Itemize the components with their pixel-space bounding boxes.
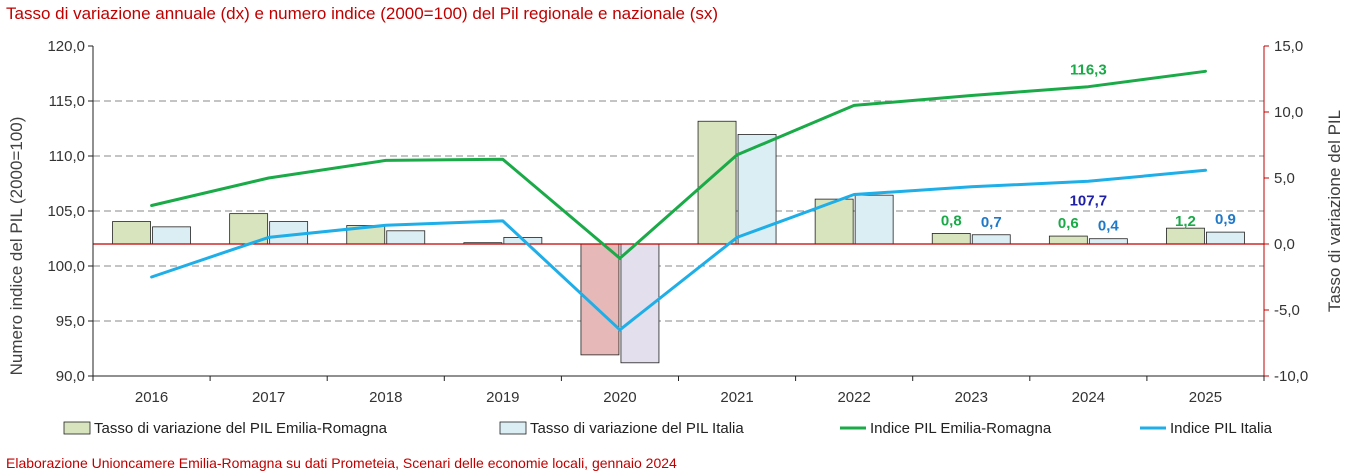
y-right-tick-label: 10,0 [1274, 104, 1303, 121]
x-tick-label: 2022 [837, 389, 870, 406]
x-tick-label: 2024 [1072, 389, 1105, 406]
legend: Tasso di variazione del PIL Emilia-Romag… [63, 420, 1273, 437]
data-label: 0,7 [981, 214, 1002, 231]
y-right-tick-label: 15,0 [1274, 38, 1303, 55]
source-footnote: Elaborazione Unioncamere Emilia-Romagna … [6, 455, 677, 471]
index-lines [150, 69, 1207, 332]
bar-emilia-romagna [112, 221, 151, 245]
bars [112, 120, 1245, 364]
legend-label: Indice PIL Emilia-Romagna [870, 420, 1052, 437]
y-left-tick-label: 105,0 [47, 203, 85, 220]
bar-italia [1088, 238, 1128, 245]
data-label: 0,8 [941, 212, 962, 229]
data-labels: 0,8 0,7 0,6 0,4 1,2 0,9 116,3 107,7 [941, 62, 1236, 235]
bar-emilia-romagna [1048, 235, 1088, 245]
x-tick-label: 2023 [955, 389, 988, 406]
y-left-tick-label: 90,0 [56, 368, 85, 385]
x-tick-label: 2017 [252, 389, 285, 406]
x-tick-label: 2016 [135, 389, 168, 406]
y-right-tick-label: -10,0 [1274, 368, 1308, 385]
legend-label: Indice PIL Italia [1170, 420, 1273, 437]
y-left-tick-label: 115,0 [49, 93, 85, 110]
data-label: 116,3 [1070, 62, 1107, 79]
x-tick-label: 2019 [486, 389, 519, 406]
data-label: 0,9 [1215, 211, 1236, 228]
legend-swatch [63, 421, 91, 435]
x-tick-label: 2020 [603, 389, 636, 406]
data-label: 1,2 [1175, 213, 1196, 230]
y-right-tick-label: 5,0 [1274, 170, 1295, 187]
y-left-tick-label: 100,0 [47, 258, 85, 275]
bar-italia [152, 226, 191, 245]
data-label: 0,6 [1058, 215, 1079, 232]
line-indice-emilia-romagna [150, 69, 1207, 260]
y-right-axis-title: Tasso di variazione del PIL [1325, 110, 1344, 312]
axes: 90,0 95,0 100,0 105,0 110,0 115,0 120,0 -10,0 -5… [7, 38, 1344, 406]
y-right-tick-label: 0,0 [1274, 236, 1295, 253]
y-left-tick-label: 95,0 [56, 313, 85, 330]
y-left-tick-label: 110,0 [49, 148, 85, 165]
bar-italia [854, 194, 894, 245]
x-tick-label: 2025 [1189, 389, 1222, 406]
bar-emilia-romagna [931, 233, 971, 245]
y-right-tick-label: -5,0 [1274, 302, 1300, 319]
x-tick-label: 2018 [369, 389, 402, 406]
chart-title: Tasso di variazione annuale (dx) e numer… [6, 4, 719, 23]
legend-swatch [499, 421, 527, 435]
bar-emilia-romagna [697, 120, 737, 245]
data-label: 107,7 [1070, 192, 1108, 209]
x-tick-label: 2021 [720, 389, 753, 406]
y-left-tick-label: 120,0 [47, 38, 85, 55]
legend-label: Tasso di variazione del PIL Italia [530, 420, 744, 437]
bar-italia [386, 230, 426, 245]
bar-italia [1206, 231, 1245, 245]
y-left-axis-title: Numero indice del PIL (2000=100) [7, 117, 26, 376]
line-indice-italia [150, 168, 1207, 332]
data-label: 0,4 [1098, 218, 1120, 235]
legend-label: Tasso di variazione del PIL Emilia-Romag… [94, 420, 388, 437]
bar-italia [971, 234, 1011, 245]
gridlines [93, 100, 1264, 322]
bar-emilia-romagna [1166, 227, 1205, 245]
